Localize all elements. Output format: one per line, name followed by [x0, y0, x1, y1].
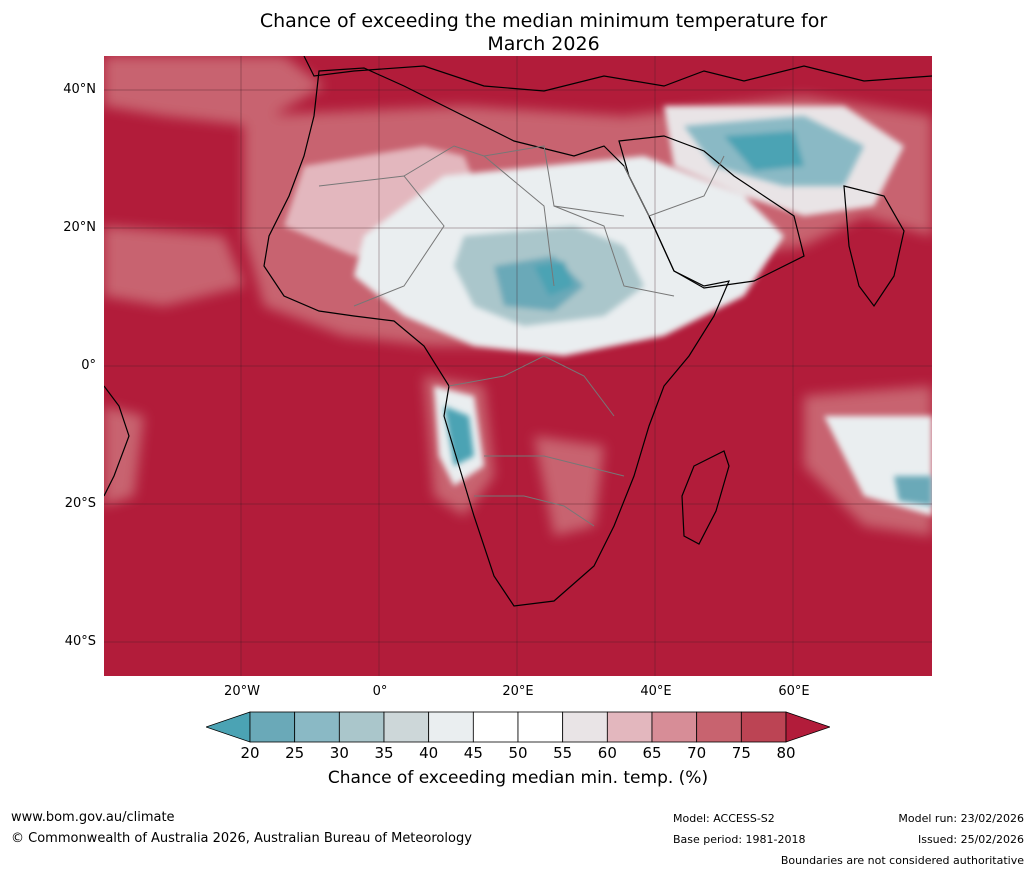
model-run-date: Model run: 23/02/2026: [898, 812, 1024, 825]
colorbar-label: Chance of exceeding median min. temp. (%…: [327, 768, 709, 788]
title-line-2: March 2026: [487, 33, 600, 55]
colorbar-graphic: [204, 711, 832, 743]
title-line-1: Chance of exceeding the median minimum t…: [259, 10, 828, 32]
lon-label-40e: 40°E: [640, 684, 672, 699]
lon-label-60e: 60°E: [778, 684, 810, 699]
colorbar-tick-label: 50: [508, 744, 528, 762]
low-probability-zones: [444, 116, 932, 506]
model-name: Model: ACCESS-S2: [673, 812, 775, 825]
lon-label-20e: 20°E: [502, 684, 534, 699]
colorbar-class: [562, 711, 608, 743]
lat-label-20s: 20°S: [64, 496, 96, 511]
colorbar-class: [517, 711, 564, 743]
colorbar-class: [740, 711, 787, 743]
map-canvas: [104, 56, 932, 676]
colorbar-class: [249, 711, 296, 743]
colorbar-tick-label: 75: [731, 744, 751, 762]
colorbar-class: [472, 711, 519, 743]
colorbar-class: [338, 711, 385, 743]
colorbar-extend-high: [785, 711, 832, 743]
colorbar-class: [651, 711, 698, 743]
lon-label-20w: 20°W: [224, 684, 260, 699]
lat-label-20n: 20°N: [63, 220, 96, 235]
probability-map: [104, 56, 932, 676]
colorbar-tick-label: 65: [642, 744, 662, 762]
country-borders: [318, 145, 725, 527]
issued-date: Issued: 25/02/2026: [917, 833, 1024, 846]
colorbar-tick-label: 80: [776, 744, 796, 762]
colorbar-tick-label: 70: [687, 744, 707, 762]
colorbar-tick-label: 60: [597, 744, 617, 762]
website-link[interactable]: www.bom.gov.au/climate: [11, 810, 175, 825]
colorbar-tick-label: 25: [285, 744, 305, 762]
colorbar-tick-label: 35: [374, 744, 394, 762]
boundaries-disclaimer: Boundaries are not considered authoritat…: [780, 854, 1024, 867]
base-period: Base period: 1981-2018: [673, 833, 806, 846]
lat-label-40n: 40°N: [63, 82, 96, 97]
colorbar-tick-label: 30: [329, 744, 349, 762]
colorbar-class: [294, 711, 340, 743]
copyright-text: © Commonwealth of Australia 2026, Austra…: [11, 831, 472, 846]
colorbar: [204, 711, 832, 743]
colorbar-class: [696, 711, 742, 743]
lat-label-40s: 40°S: [64, 634, 96, 649]
lon-label-0: 0°: [372, 684, 388, 699]
graticule: [104, 56, 932, 676]
colorbar-class: [606, 711, 653, 743]
map-title: Chance of exceeding the median minimum t…: [0, 10, 1035, 56]
colorbar-extend-low: [204, 711, 251, 743]
colorbar-tick-label: 45: [463, 744, 483, 762]
colorbar-class: [383, 711, 430, 743]
lat-label-0: 0°: [81, 358, 96, 373]
colorbar-tick-label: 40: [419, 744, 439, 762]
colorbar-class: [428, 711, 474, 743]
colorbar-tick-label: 20: [240, 744, 260, 762]
colorbar-tick-label: 55: [553, 744, 573, 762]
coastlines: [104, 56, 932, 607]
